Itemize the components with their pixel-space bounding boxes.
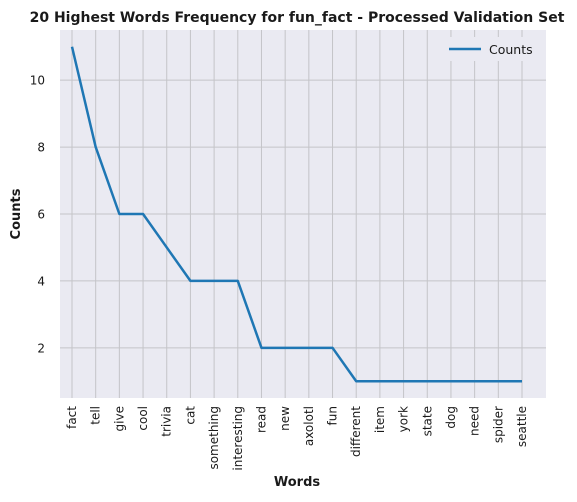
x-tick-label: state [420, 406, 434, 436]
y-tick-label: 4 [37, 274, 45, 288]
y-tick-label: 6 [37, 208, 45, 222]
x-tick-label: fun [326, 406, 340, 425]
chart-title: 20 Highest Words Frequency for fun_fact … [30, 10, 565, 26]
y-tick-label: 8 [37, 141, 45, 155]
x-tick-label: need [468, 406, 482, 436]
x-tick-label: axolotl [302, 406, 316, 446]
x-tick-label: york [397, 406, 411, 432]
x-tick-label: interesting [231, 406, 245, 471]
x-tick-label: item [373, 406, 387, 433]
x-tick-label: seattle [515, 406, 529, 447]
x-tick-label: different [349, 406, 363, 457]
x-tick-label: dog [444, 406, 458, 429]
x-tick-label: trivia [160, 406, 174, 437]
x-tick-label: cat [183, 406, 197, 425]
x-tick-label: cool [136, 406, 150, 431]
x-tick-label: spider [491, 406, 505, 443]
x-axis-label: Words [274, 475, 321, 490]
x-tick-label: give [112, 406, 126, 431]
x-tick-label: something [207, 406, 221, 470]
y-tick-label: 2 [37, 341, 45, 355]
y-tick-label: 10 [30, 74, 45, 88]
legend-label: Counts [489, 42, 533, 57]
x-tick-label: tell [89, 406, 103, 425]
x-tick-label: fact [65, 406, 79, 429]
x-tick-label: new [278, 406, 292, 431]
x-tick-label: read [254, 406, 268, 433]
y-axis-label: Counts [9, 188, 24, 239]
legend: Counts [440, 37, 538, 61]
